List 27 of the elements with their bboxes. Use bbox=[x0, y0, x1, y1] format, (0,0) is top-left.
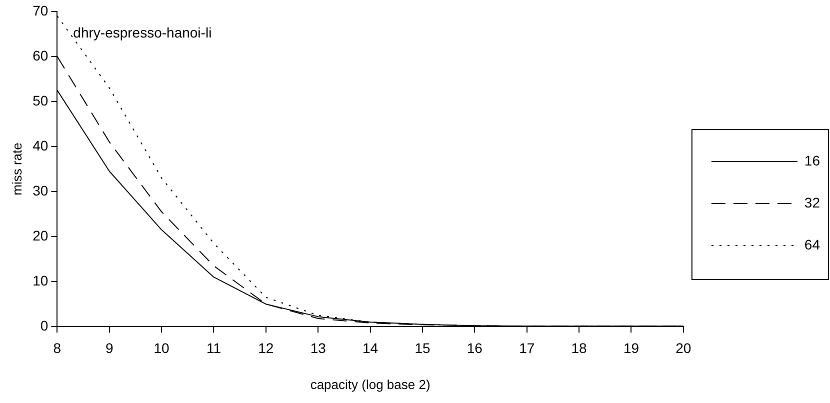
text: 64 bbox=[804, 236, 820, 252]
text: 32 bbox=[804, 194, 820, 210]
x-tick-label: 19 bbox=[623, 340, 640, 356]
y-tick-label: 0 bbox=[40, 317, 48, 334]
y-tick-label: 40 bbox=[32, 137, 48, 154]
x-tick-label: 9 bbox=[105, 340, 114, 356]
y-tick-label: 10 bbox=[32, 272, 48, 288]
y-tick-label: 30 bbox=[32, 182, 48, 198]
text: 16 bbox=[804, 152, 820, 168]
y-tick-label: 60 bbox=[32, 47, 48, 64]
x-tick-label: 20 bbox=[676, 340, 692, 356]
y-axis-title: miss rate bbox=[9, 142, 24, 196]
y-tick-label: 50 bbox=[32, 92, 48, 108]
x-tick-label: 11 bbox=[206, 340, 222, 356]
x-tick-label: 15 bbox=[414, 340, 430, 356]
x-tick-label: 13 bbox=[310, 340, 326, 356]
x-axis-title: capacity (log base 2) bbox=[310, 376, 430, 392]
x-tick-label: 10 bbox=[154, 340, 170, 356]
annotation: dhry-espresso-hanoi-li bbox=[73, 24, 212, 40]
x-tick-label: 8 bbox=[53, 340, 62, 356]
x-tick-label: 14 bbox=[362, 340, 378, 356]
x-tick-label: 16 bbox=[466, 340, 483, 356]
y-tick-label: 70 bbox=[32, 2, 48, 18]
x-tick-label: 18 bbox=[571, 340, 588, 356]
x-tick-label: 12 bbox=[258, 340, 274, 356]
y-tick-label: 20 bbox=[32, 227, 48, 244]
x-tick-label: 17 bbox=[519, 340, 535, 356]
